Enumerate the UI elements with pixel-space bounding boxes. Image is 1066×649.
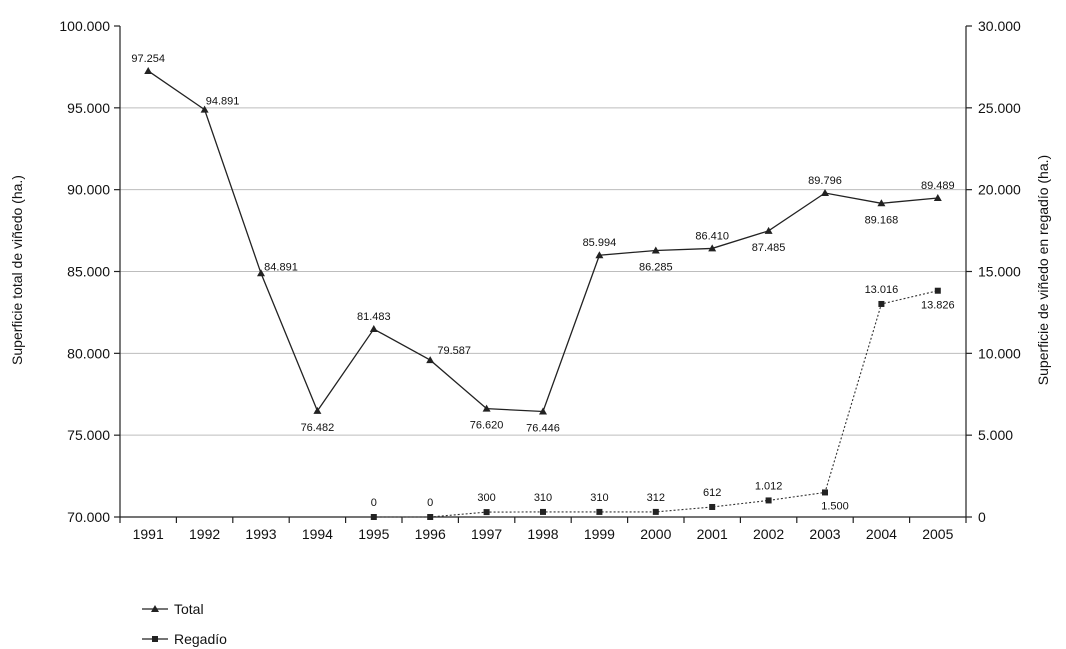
regadio-point [370, 514, 377, 520]
x-tick-label: 1997 [471, 526, 502, 542]
left-tick-label: 70.000 [67, 509, 110, 525]
total-point [821, 189, 829, 197]
left-axis-title: Superficie total de viñedo (ha.) [9, 175, 25, 365]
left-tick-label: 100.000 [59, 18, 110, 34]
regadio-data-label: 13.016 [865, 284, 899, 296]
total-data-label: 89.796 [808, 175, 842, 187]
regadio-point [878, 300, 885, 307]
total-point [200, 105, 209, 113]
total-point [708, 244, 717, 252]
series-line-regadio [373, 290, 938, 518]
left-axis-ticks: 70.000 75.000 80.000 85.000 90.000 95.000 100.… [59, 18, 120, 525]
total-data-label: 76.620 [470, 420, 504, 432]
regadio-data-label: 1.500 [821, 500, 849, 512]
regadio-data-label: 310 [590, 492, 608, 504]
total-data-label: 89.489 [921, 180, 955, 192]
x-tick-label: 1992 [189, 526, 220, 542]
x-tick-label: 1999 [584, 526, 615, 542]
total-data-label: 86.285 [639, 261, 673, 273]
right-tick-label: 30.000 [978, 18, 1021, 34]
total-point [482, 404, 491, 412]
x-tick-label: 1993 [245, 526, 276, 542]
total-point [764, 226, 773, 234]
total-data-label: 86.410 [695, 230, 729, 242]
total-point [877, 199, 886, 207]
left-tick-label: 90.000 [67, 182, 110, 198]
total-data-label: 79.587 [437, 345, 471, 357]
right-tick-label: 10.000 [978, 345, 1021, 361]
x-tick-label: 2003 [809, 526, 840, 542]
legend-item-regadio: Regadío [142, 631, 227, 647]
left-tick-label: 80.000 [67, 345, 110, 361]
left-tick-label: 95.000 [67, 100, 110, 116]
regadio-data-label: 300 [477, 492, 495, 504]
x-tick-label: 2004 [866, 526, 897, 542]
legend-label-total: Total [174, 601, 204, 617]
legend-label-regadio: Regadío [174, 631, 227, 647]
x-tick-label: 1994 [302, 526, 333, 542]
x-tick-label: 1996 [415, 526, 446, 542]
regadio-point [427, 514, 434, 520]
right-tick-label: 20.000 [978, 182, 1021, 198]
grid-lines [120, 107, 966, 436]
regadio-data-label: 1.012 [755, 480, 783, 492]
series-line-total [147, 70, 938, 413]
regadio-point [822, 489, 828, 496]
total-point [651, 246, 660, 254]
total-point [144, 66, 153, 74]
regadio-point [596, 508, 603, 515]
regadio-data-label: 0 [371, 497, 377, 509]
total-data-label: 94.891 [206, 96, 240, 108]
left-tick-label: 75.000 [67, 427, 110, 443]
x-tick-label: 1995 [358, 526, 389, 542]
x-tick-label: 2000 [640, 526, 671, 542]
total-data-label: 85.994 [583, 237, 617, 249]
x-tick-label: 2001 [697, 526, 728, 542]
right-tick-label: 5.000 [978, 427, 1013, 443]
total-data-label: 89.168 [865, 214, 899, 226]
total-data-label: 76.482 [301, 422, 335, 434]
total-point [595, 251, 604, 259]
total-point [313, 406, 322, 414]
total-data-label: 97.254 [131, 53, 165, 65]
regadio-point [709, 503, 716, 510]
x-tick-label: 1991 [133, 526, 164, 542]
total-data-label: 87.485 [752, 242, 786, 254]
regadio-point [934, 287, 941, 294]
regadio-data-label: 0 [427, 497, 433, 509]
regadio-data-label: 312 [647, 492, 665, 504]
right-axis-title: Superficie de viñedo en regadío (ha.) [1035, 155, 1051, 385]
regadio-data-label: 612 [703, 487, 721, 499]
total-point [426, 356, 435, 364]
total-point [369, 325, 378, 333]
left-tick-label: 85.000 [67, 264, 110, 280]
total-point [933, 194, 942, 202]
right-axis-ticks: 0 5.000 10.000 15.000 20.000 25.000 30.000 [966, 18, 1021, 525]
series-layer: 97.254 94.891 84.891 76.482 81.483 79.587 76.6… [131, 53, 955, 520]
total-data-label: 76.446 [526, 423, 560, 435]
total-point [257, 269, 265, 277]
total-data-label: 81.483 [357, 311, 391, 323]
x-tick-label: 2005 [922, 526, 953, 542]
x-tick-label: 1998 [527, 526, 558, 542]
x-tick-label: 2002 [753, 526, 784, 542]
total-point [539, 407, 547, 415]
regadio-point [540, 508, 546, 515]
legend: Total Regadío [142, 601, 227, 647]
regadio-point [652, 508, 659, 515]
legend-item-total: Total [142, 601, 204, 617]
regadio-point [483, 509, 490, 516]
regadio-data-label: 13.826 [921, 300, 955, 312]
regadio-point [765, 497, 772, 504]
total-data-label: 84.891 [264, 261, 298, 273]
regadio-data-label: 310 [534, 492, 552, 504]
right-tick-label: 25.000 [978, 100, 1021, 116]
right-tick-label: 15.000 [978, 264, 1021, 280]
right-tick-label: 0 [978, 509, 986, 525]
x-axis-ticks: 1991 1992 1993 1994 1995 1996 1997 1998 1999 2000… [119, 517, 967, 542]
